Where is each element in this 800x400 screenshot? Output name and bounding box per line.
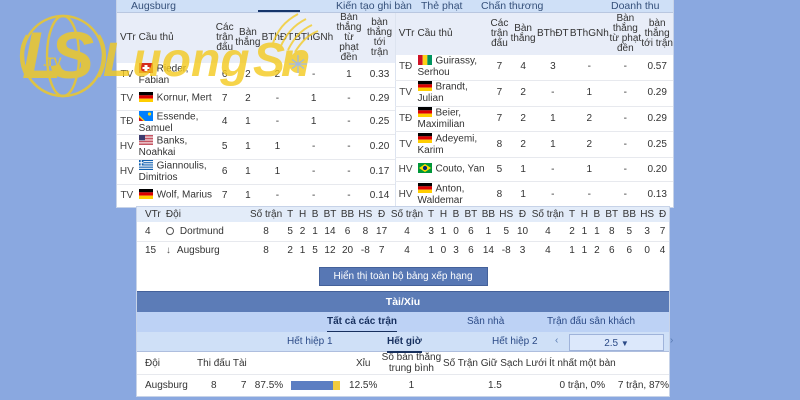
svg-text:.TV: .TV (43, 55, 62, 69)
svg-text:Luong: Luong (103, 34, 250, 87)
